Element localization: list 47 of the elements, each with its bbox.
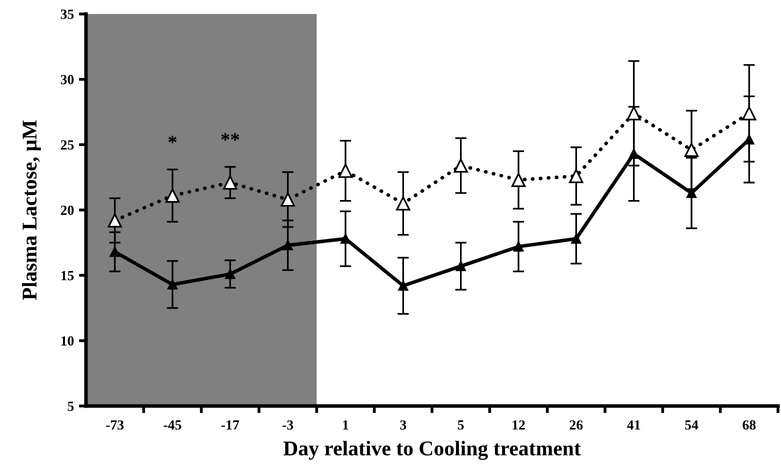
y-tick-label: 35 [60, 10, 74, 19]
point [684, 142, 699, 157]
point [456, 261, 466, 272]
x-tick-label: 5 [458, 420, 464, 430]
point [514, 242, 524, 252]
x-tick-label: 54 [685, 420, 698, 430]
x-tick-label: -73 [106, 420, 124, 430]
point [628, 148, 639, 159]
point [110, 246, 120, 257]
point [223, 175, 238, 190]
x-tick-label: -3 [282, 420, 294, 430]
point [569, 168, 584, 184]
y-tick-label: 30 [60, 74, 74, 84]
annotation: ** [221, 133, 240, 141]
point [686, 188, 696, 198]
annotation: * [168, 136, 177, 144]
point [398, 280, 408, 291]
point [168, 279, 178, 290]
point [108, 213, 122, 228]
point [511, 172, 526, 188]
point [396, 196, 410, 211]
point [571, 234, 582, 244]
x-tick-label: 1 [343, 420, 348, 430]
x-tick-label: 12 [512, 420, 525, 430]
point [282, 240, 293, 250]
point [165, 188, 180, 203]
x-tick-label: -45 [164, 420, 182, 430]
point [626, 106, 641, 120]
point [225, 269, 236, 280]
x-tick-label: -17 [221, 420, 240, 430]
x-axis-title: Day relative to Cooling treatment [283, 440, 581, 460]
y-tick-label: 5 [68, 402, 74, 411]
point [744, 134, 754, 144]
x-tick-label: 3 [400, 420, 406, 430]
point [338, 164, 353, 178]
point [454, 158, 468, 173]
x-tick-label: 68 [742, 420, 756, 430]
point [742, 106, 756, 120]
y-tick-label: 10 [61, 336, 74, 346]
y-axis-title: Plasma Lactose, µM [22, 120, 41, 300]
y-tick-label: 15 [61, 270, 74, 280]
x-tick-label: 41 [627, 420, 640, 430]
y-tick-label: 25 [60, 140, 74, 150]
x-tick-label: 26 [570, 420, 583, 430]
y-tick-label: 20 [60, 206, 74, 215]
point [340, 234, 350, 244]
point [280, 192, 295, 207]
